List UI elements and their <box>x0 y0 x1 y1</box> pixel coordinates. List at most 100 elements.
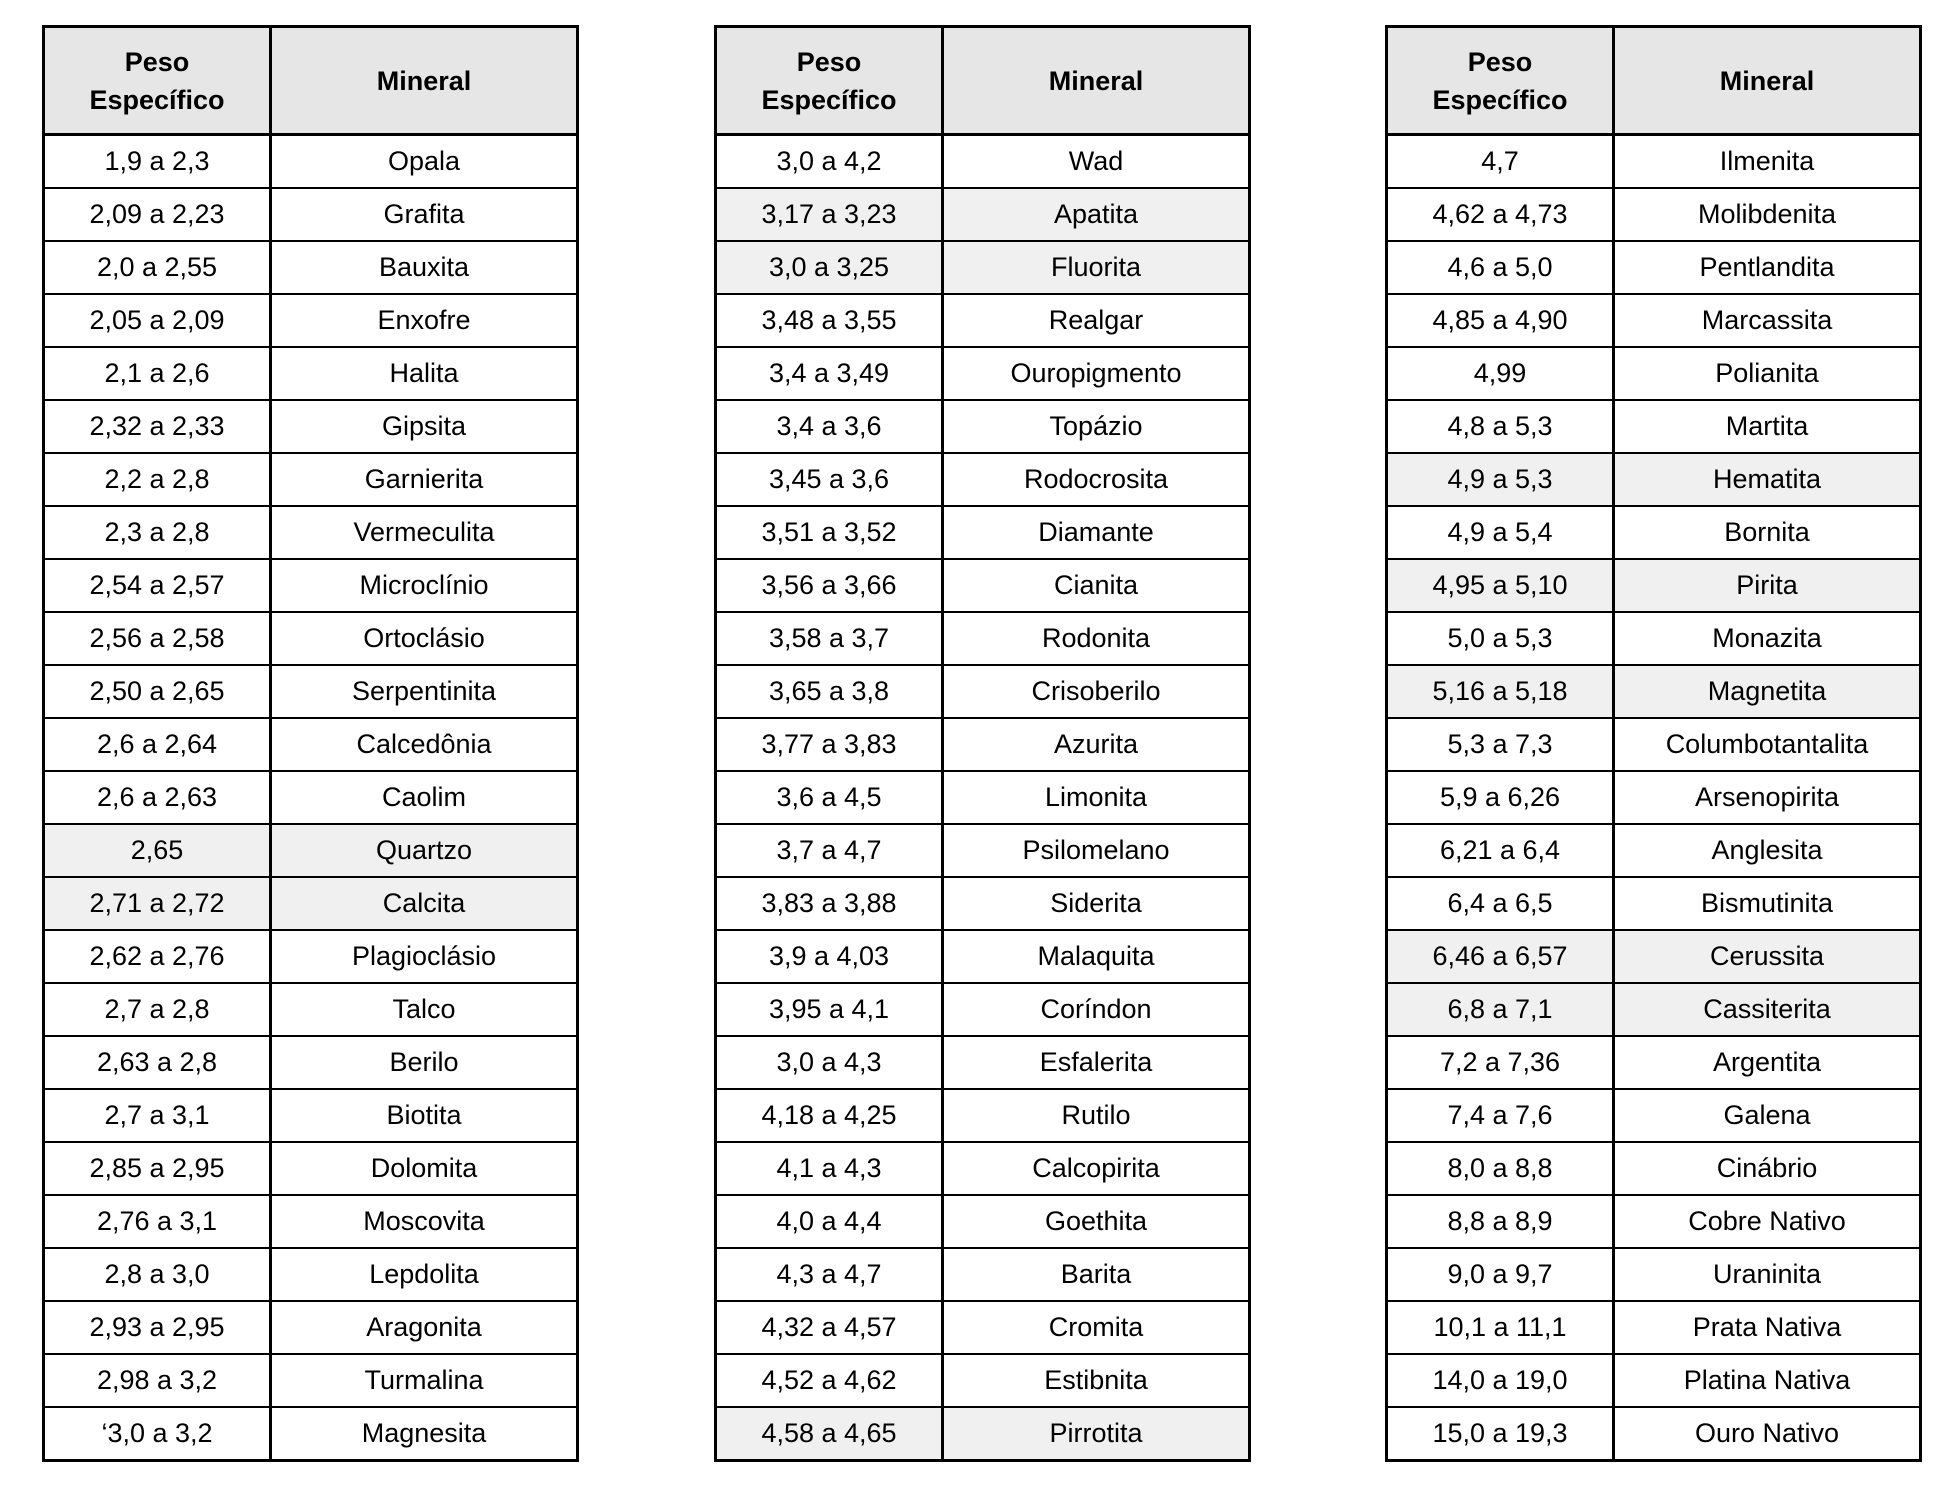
mineral-cell: Pentlandita <box>1612 240 1922 295</box>
table-row: 3,83 a 3,88 Siderita <box>714 876 1251 931</box>
mineral-cell: Cinábrio <box>1612 1141 1922 1196</box>
mineral-cell: Cromita <box>941 1300 1251 1355</box>
peso-especifico-cell: 4,95 a 5,10 <box>1385 558 1615 613</box>
header-peso-especifico: Peso Específico <box>42 25 272 136</box>
table-row: 5,3 a 7,3 Columbotantalita <box>1385 717 1922 772</box>
mineral-cell: Anglesita <box>1612 823 1922 878</box>
table-row: 2,98 a 3,2 Turmalina <box>42 1353 579 1408</box>
table-row: 4,9 a 5,3 Hematita <box>1385 452 1922 507</box>
peso-especifico-cell: 4,3 a 4,7 <box>714 1247 944 1302</box>
mineral-cell: Limonita <box>941 770 1251 825</box>
mineral-table-3: Peso Específico Mineral 4,7 Ilmenita 4,62 … <box>1385 25 1922 1462</box>
mineral-cell: Uraninita <box>1612 1247 1922 1302</box>
table-row: 15,0 a 19,3 Ouro Nativo <box>1385 1406 1922 1462</box>
peso-especifico-cell: 4,6 a 5,0 <box>1385 240 1615 295</box>
mineral-cell: Columbotantalita <box>1612 717 1922 772</box>
peso-especifico-cell: 4,9 a 5,4 <box>1385 505 1615 560</box>
peso-especifico-cell: 10,1 a 11,1 <box>1385 1300 1615 1355</box>
mineral-cell: Fluorita <box>941 240 1251 295</box>
peso-especifico-cell: 3,4 a 3,6 <box>714 399 944 454</box>
table-row: 6,8 a 7,1 Cassiterita <box>1385 982 1922 1037</box>
mineral-cell: Siderita <box>941 876 1251 931</box>
mineral-cell: Apatita <box>941 187 1251 242</box>
table-row: 4,6 a 5,0 Pentlandita <box>1385 240 1922 295</box>
header-row: Peso Específico Mineral <box>714 25 1251 136</box>
mineral-cell: Azurita <box>941 717 1251 772</box>
peso-especifico-cell: 4,99 <box>1385 346 1615 401</box>
table-row: 3,4 a 3,6 Topázio <box>714 399 1251 454</box>
mineral-cell: Grafita <box>269 187 579 242</box>
table-row: 3,56 a 3,66 Cianita <box>714 558 1251 613</box>
table-row: 2,65 Quartzo <box>42 823 579 878</box>
table-row: 2,62 a 2,76 Plagioclásio <box>42 929 579 984</box>
mineral-cell: Calcopirita <box>941 1141 1251 1196</box>
mineral-cell: Turmalina <box>269 1353 579 1408</box>
header-row: Peso Específico Mineral <box>1385 25 1922 136</box>
mineral-cell: Serpentinita <box>269 664 579 719</box>
header-mineral: Mineral <box>1612 25 1922 136</box>
peso-especifico-cell: 3,7 a 4,7 <box>714 823 944 878</box>
mineral-cell: Magnesita <box>269 1406 579 1462</box>
peso-especifico-cell: 2,71 a 2,72 <box>42 876 272 931</box>
peso-especifico-cell: 2,63 a 2,8 <box>42 1035 272 1090</box>
peso-especifico-cell: 3,0 a 3,25 <box>714 240 944 295</box>
peso-especifico-cell: 5,16 a 5,18 <box>1385 664 1615 719</box>
peso-especifico-cell: 2,1 a 2,6 <box>42 346 272 401</box>
mineral-cell: Ouro Nativo <box>1612 1406 1922 1462</box>
peso-especifico-cell: 9,0 a 9,7 <box>1385 1247 1615 1302</box>
peso-especifico-cell: 6,4 a 6,5 <box>1385 876 1615 931</box>
peso-especifico-cell: 3,95 a 4,1 <box>714 982 944 1037</box>
mineral-cell: Moscovita <box>269 1194 579 1249</box>
peso-especifico-cell: 4,58 a 4,65 <box>714 1406 944 1462</box>
peso-especifico-cell: 2,05 a 2,09 <box>42 293 272 348</box>
table-body: 4,7 Ilmenita 4,62 a 4,73 Molibdenita 4,6 a 5… <box>1385 133 1922 1462</box>
peso-especifico-cell: 2,65 <box>42 823 272 878</box>
mineral-cell: Talco <box>269 982 579 1037</box>
table-row: 3,4 a 3,49 Ouropigmento <box>714 346 1251 401</box>
peso-especifico-cell: 4,62 a 4,73 <box>1385 187 1615 242</box>
table-row: 2,63 a 2,8 Berilo <box>42 1035 579 1090</box>
mineral-cell: Bornita <box>1612 505 1922 560</box>
mineral-table-2: Peso Específico Mineral 3,0 a 4,2 Wad 3,17… <box>714 25 1251 1462</box>
peso-especifico-cell: 2,7 a 3,1 <box>42 1088 272 1143</box>
mineral-cell: Quartzo <box>269 823 579 878</box>
peso-especifico-cell: 5,0 a 5,3 <box>1385 611 1615 666</box>
mineral-cell: Platina Nativa <box>1612 1353 1922 1408</box>
peso-especifico-cell: 8,8 a 8,9 <box>1385 1194 1615 1249</box>
mineral-cell: Psilomelano <box>941 823 1251 878</box>
mineral-cell: Biotita <box>269 1088 579 1143</box>
header-peso-especifico: Peso Específico <box>714 25 944 136</box>
table-row: 5,9 a 6,26 Arsenopirita <box>1385 770 1922 825</box>
mineral-cell: Goethita <box>941 1194 1251 1249</box>
table-row: ‘3,0 a 3,2 Magnesita <box>42 1406 579 1462</box>
mineral-cell: Malaquita <box>941 929 1251 984</box>
table-row: 2,71 a 2,72 Calcita <box>42 876 579 931</box>
table-body: 1,9 a 2,3 Opala 2,09 a 2,23 Grafita 2,0 a 2,… <box>42 133 579 1462</box>
mineral-cell: Enxofre <box>269 293 579 348</box>
mineral-cell: Opala <box>269 133 579 189</box>
peso-especifico-cell: 4,32 a 4,57 <box>714 1300 944 1355</box>
peso-especifico-cell: 3,45 a 3,6 <box>714 452 944 507</box>
mineral-cell: Cassiterita <box>1612 982 1922 1037</box>
peso-especifico-cell: 2,85 a 2,95 <box>42 1141 272 1196</box>
table-row: 2,3 a 2,8 Vermeculita <box>42 505 579 560</box>
table-row: 8,0 a 8,8 Cinábrio <box>1385 1141 1922 1196</box>
table-row: 3,48 a 3,55 Realgar <box>714 293 1251 348</box>
header-peso-especifico: Peso Específico <box>1385 25 1615 136</box>
table-row: 4,9 a 5,4 Bornita <box>1385 505 1922 560</box>
mineral-cell: Ortoclásio <box>269 611 579 666</box>
mineral-cell: Realgar <box>941 293 1251 348</box>
table-row: 2,93 a 2,95 Aragonita <box>42 1300 579 1355</box>
table-row: 2,7 a 3,1 Biotita <box>42 1088 579 1143</box>
mineral-cell: Galena <box>1612 1088 1922 1143</box>
mineral-cell: Hematita <box>1612 452 1922 507</box>
mineral-cell: Calcita <box>269 876 579 931</box>
peso-especifico-cell: 2,76 a 3,1 <box>42 1194 272 1249</box>
table-row: 4,18 a 4,25 Rutilo <box>714 1088 1251 1143</box>
peso-especifico-cell: 2,0 a 2,55 <box>42 240 272 295</box>
mineral-cell: Cianita <box>941 558 1251 613</box>
peso-especifico-cell: 3,77 a 3,83 <box>714 717 944 772</box>
peso-especifico-cell: 3,65 a 3,8 <box>714 664 944 719</box>
table-row: 8,8 a 8,9 Cobre Nativo <box>1385 1194 1922 1249</box>
table-row: 3,7 a 4,7 Psilomelano <box>714 823 1251 878</box>
